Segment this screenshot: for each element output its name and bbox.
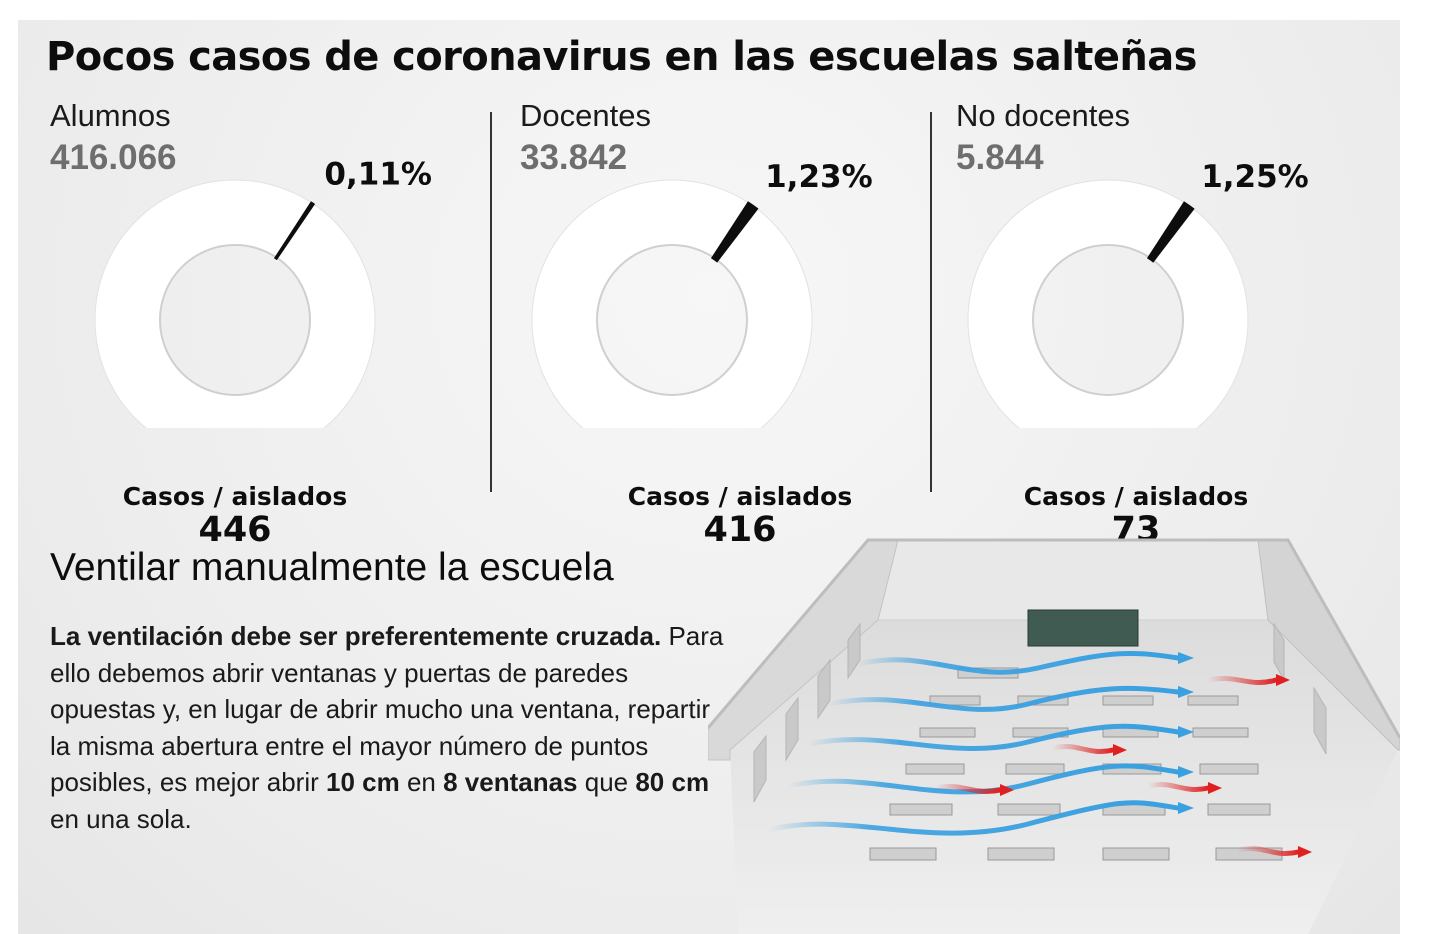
panel-cases: 416 [703,510,777,550]
donut-percent-label: 0,11% [324,156,432,192]
panel-no-docentes: No docentes 5.844 1,25% Casos / aislados… [956,98,1376,550]
infographic: Pocos casos de coronavirus en las escuel… [18,20,1400,934]
cold-air-arrowheads [1178,652,1194,814]
warm-air-arrowheads [1000,674,1312,858]
panel-caption: Casos / aislados [627,482,853,511]
donut-chart: 1,25% [967,159,1309,428]
donut-inner-edge [596,244,748,396]
donut-slice-remaining [968,180,1248,428]
donut-chart: 0,11% [94,156,432,428]
donut-slice-percent [710,201,759,263]
panel-divider [490,112,492,492]
donut-inner-edge [1032,244,1184,396]
donut-inner-edge [159,244,311,396]
ventilation-text-segment: La ventilación debe ser preferentemente … [50,621,662,651]
ventilation-text: La ventilación debe ser preferentemente … [50,618,730,837]
donut-outer-edge [967,179,1249,428]
infographic-title: Pocos casos de coronavirus en las escuel… [46,34,1197,80]
ventilation-title: Ventilar manualmente la escuela [50,546,614,589]
panel-total: 5.844 [956,138,1044,177]
panel-caption: Casos / aislados [1023,482,1249,511]
classroom-illustration [708,538,1400,934]
panel-label: Docentes [520,98,651,133]
ventilation-text-segment: 10 cm [326,767,400,797]
donut-percent-label: 1,25% [1201,159,1309,195]
donut-percent-label: 1,23% [765,159,873,195]
panel-alumnos: Alumnos 416.066 0,11% Casos / aislados 4… [50,98,470,550]
panel-total: 416.066 [50,138,177,177]
ventilation-text-segment: 80 cm [635,767,710,797]
blackboard [1027,609,1139,647]
ventilation-text-segment: en [399,767,444,797]
donut-outer-edge [531,179,813,428]
donut-slice-remaining [95,180,375,428]
panel-divider [930,112,932,492]
panel-cases: 446 [198,510,272,550]
room-back-wall [877,539,1269,621]
panel-caption: Casos / aislados [122,482,348,511]
panel-docentes: Docentes 33.842 1,23% Casos / aislados 4… [520,98,940,550]
panel-label: Alumnos [50,98,171,133]
donut-slice-percent [273,201,316,261]
ventilation-text-segment: en una sola. [50,803,192,834]
ventilation-text-segment: Para ello debemos abrir ventanas y puert… [50,621,724,797]
donut-outer-edge [94,179,376,428]
warm-air-flows [933,676,1301,856]
panel-total: 33.842 [520,138,628,177]
donut-chart: 1,23% [531,159,873,428]
cold-air-flows [765,650,1181,836]
ventilation-text-segment: que [577,767,636,797]
panel-label: No docentes [956,98,1131,133]
donut-slice-remaining [532,180,812,428]
donut-slice-percent [1146,201,1195,263]
ventilation-text-segment: 8 ventanas [443,767,578,797]
room-wall-rim [708,538,1400,739]
